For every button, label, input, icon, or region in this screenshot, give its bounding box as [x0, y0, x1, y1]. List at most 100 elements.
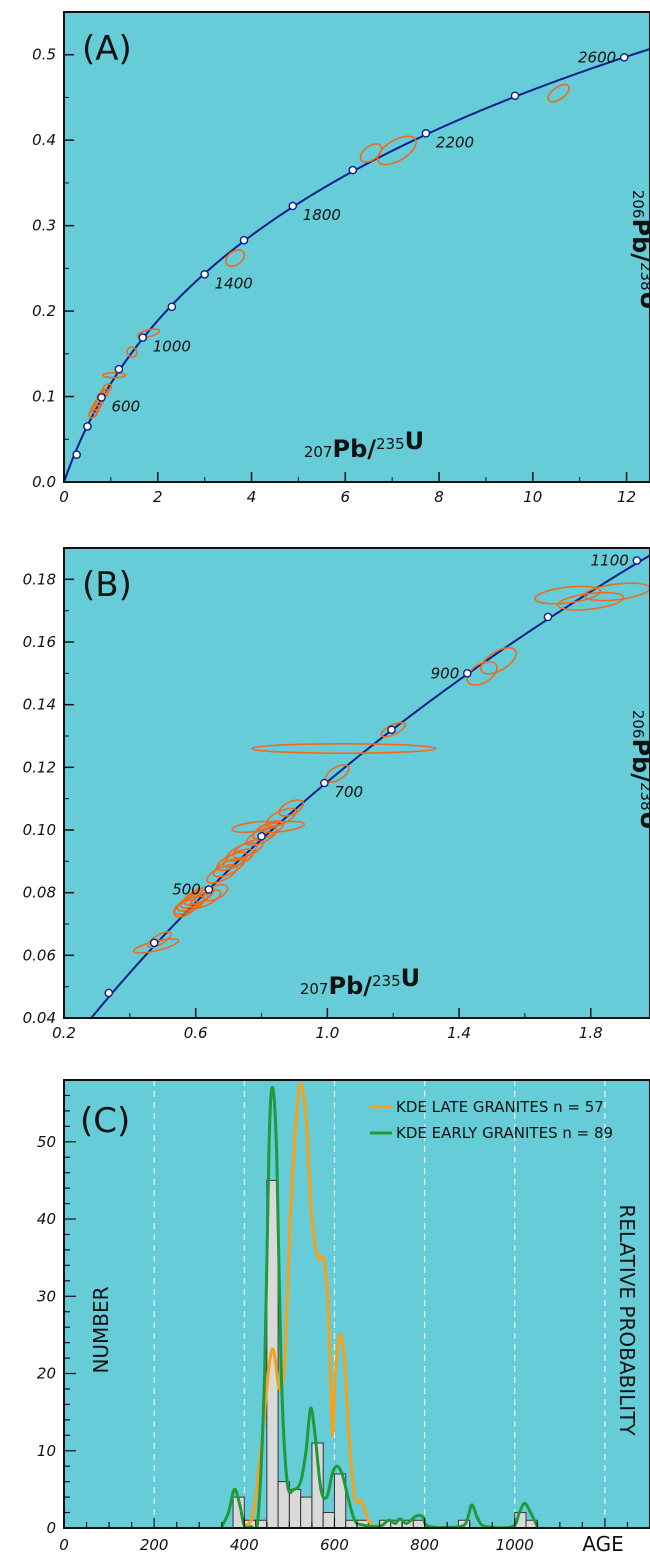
concordia-marker-7: [543, 612, 553, 622]
plot-area: 500 700 900 1100: [89, 552, 650, 1018]
age-label-900: 900: [431, 664, 460, 682]
x-tick-label-1.0: 1.0: [315, 1024, 339, 1042]
y-tick-label-0.16: 0.16: [23, 633, 56, 651]
kde-line-1: [220, 1085, 539, 1528]
ellipse-22: [250, 743, 437, 755]
y-axis-title: 206Pb/238U: [627, 190, 650, 310]
ellipse-6: [183, 885, 215, 906]
concordia-marker-0: [72, 450, 81, 459]
concordia-marker-10: [421, 129, 431, 138]
plot-frame: [63, 547, 650, 1019]
histogram-bar-3: [266, 1179, 279, 1528]
y-axis-title: 206Pb/238U: [627, 710, 650, 830]
ellipse-10: [225, 249, 246, 268]
age-label-2600: 2600: [578, 48, 616, 66]
ellipse-17: [231, 820, 279, 834]
legend-label-0: KDE LATE GRANITES n = 57: [396, 1098, 604, 1116]
panel-label: (B): [82, 565, 132, 605]
age-label-1100: 1100: [591, 552, 629, 570]
x-tick-label-1000: 1000: [496, 1536, 534, 1554]
ellipse-20: [278, 799, 305, 817]
age-label-600: 600: [112, 397, 141, 415]
x-tick-label-10: 10: [523, 488, 542, 506]
plot-area: [153, 1080, 606, 1528]
y-tick-label-0.2: 0.2: [32, 302, 56, 320]
x-tick-label-800: 800: [410, 1536, 439, 1554]
histogram-bar-8: [322, 1512, 335, 1528]
ellipse-11: [359, 143, 383, 163]
ellipse-9: [136, 328, 161, 339]
x-tick-label-400: 400: [230, 1536, 259, 1554]
y-tick-label-0.1: 0.1: [32, 388, 56, 406]
y-tick-label-0.06: 0.06: [23, 946, 56, 964]
ellipse-13: [547, 83, 570, 103]
y-tick-label-0.3: 0.3: [32, 217, 56, 235]
x-tick-label-1.4: 1.4: [447, 1024, 471, 1042]
x-tick-label-2: 2: [153, 488, 163, 506]
x-tick-label-12: 12: [617, 488, 636, 506]
age-label-500: 500: [172, 881, 201, 899]
x-axis-title: 207Pb/235U: [304, 427, 424, 463]
y-tick-label-0.04: 0.04: [23, 1009, 56, 1027]
concordia-marker-6: [462, 669, 472, 678]
concordia-marker-12: [619, 52, 629, 62]
concordia-marker-4: [138, 333, 148, 342]
ellipse-7: [189, 889, 222, 909]
x-axis-title: AGE: [582, 1532, 623, 1556]
x-axis-title-text: 207Pb/235U: [300, 964, 420, 1000]
ellipse-6: [102, 383, 113, 393]
y-axis-title-text: 206Pb/238U: [627, 190, 650, 310]
age-label-2200: 2200: [436, 133, 474, 151]
plot-background: [64, 12, 650, 482]
concordia-marker-2: [97, 393, 106, 402]
x-tick-label-8: 8: [434, 488, 444, 506]
histogram-bar-6: [300, 1496, 313, 1528]
concordia-marker-0: [104, 988, 114, 998]
concordia-marker-1: [83, 422, 92, 431]
x-axis-title: 207Pb/235U: [300, 964, 420, 1000]
ellipse-26: [534, 585, 602, 605]
panel-A: 600 1000 1400 1800 2200 2600 0 2 4 6 8 10 12 0.0 0.1 0.…: [32, 11, 650, 506]
panel-label: (C): [80, 1101, 130, 1141]
concordia-marker-3: [257, 831, 266, 841]
plot-frame: [63, 11, 650, 483]
x-tick-label-6: 6: [341, 488, 351, 506]
y-axis-title-text: 206Pb/238U: [627, 710, 650, 830]
concordia-marker-7: [239, 235, 249, 245]
concordia-marker-8: [288, 201, 298, 211]
concordia-marker-5: [387, 725, 396, 735]
y-tick-label-40: 40: [37, 1210, 56, 1228]
y-tick-label-20: 20: [37, 1365, 56, 1383]
concordia-marker-8: [632, 556, 642, 565]
x-tick-label-1.8: 1.8: [579, 1024, 603, 1042]
y-tick-label-0.08: 0.08: [23, 884, 56, 902]
plot-background: [64, 1080, 650, 1528]
legend-label-1: KDE EARLY GRANITES n = 89: [396, 1124, 613, 1142]
y-axis-title: NUMBER: [89, 1286, 113, 1373]
ellipse-1: [147, 930, 172, 949]
ellipse-24: [466, 660, 498, 686]
x-axis-title-text: 207Pb/235U: [304, 427, 424, 463]
y-tick-label-0.12: 0.12: [23, 758, 56, 776]
x-tick-label-0: 0: [59, 488, 69, 506]
y-tick-label-0.18: 0.18: [23, 570, 56, 588]
ellipse-7: [101, 371, 127, 379]
ellipse-18: [257, 820, 305, 834]
ellipse-25: [480, 647, 517, 675]
x-tick-label-200: 200: [140, 1536, 169, 1554]
panel-B: 500 700 900 1100 0.2 0.6 1.0 1.4 1.8 0.04 0.06 0.08…: [23, 547, 650, 1042]
panel-C: 0 200 400 600 800 1000 0 10 20 30 40 50 (C) KDE LATE …: [37, 1079, 650, 1556]
y-tick-label-30: 30: [37, 1287, 56, 1305]
y-tick-label-0.0: 0.0: [32, 473, 56, 491]
y-tick-label-10: 10: [37, 1442, 56, 1460]
y-tick-label-0: 0: [46, 1519, 56, 1537]
ellipse-2: [173, 898, 199, 918]
y-tick-label-0.14: 0.14: [23, 696, 56, 714]
y2-axis-title: RELATIVE PROBABILITY: [615, 1204, 639, 1436]
histogram-bar-5: [288, 1488, 302, 1528]
concordia-marker-4: [320, 778, 329, 788]
concordia-marker-3: [114, 364, 124, 374]
y-tick-label-50: 50: [37, 1133, 56, 1151]
age-label-1000: 1000: [153, 338, 191, 356]
